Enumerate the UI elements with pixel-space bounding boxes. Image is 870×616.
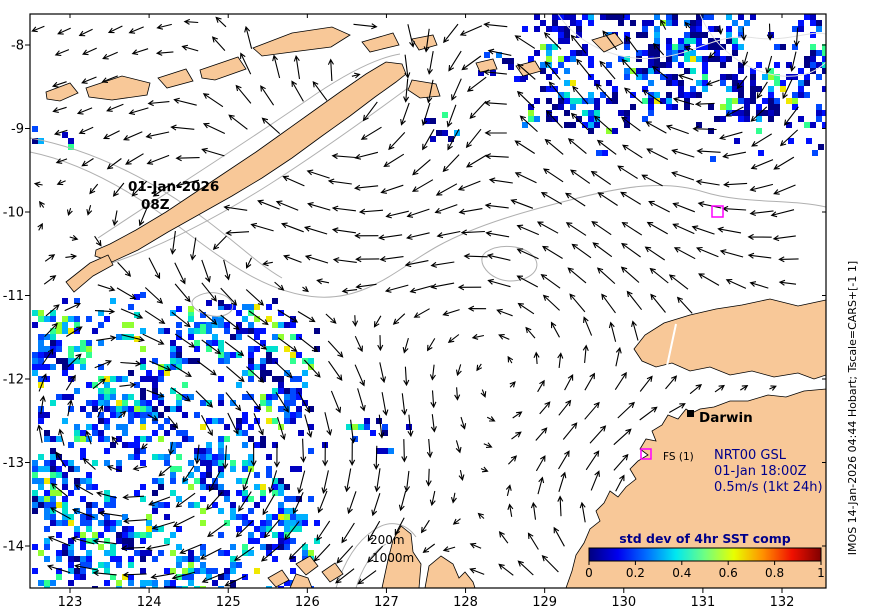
land-polygon	[267, 569, 290, 588]
bathymetry-contour	[699, 13, 827, 77]
land-polygon	[411, 34, 438, 51]
colorbar-tick-label: 0.8	[765, 566, 784, 580]
land-polygon	[157, 68, 194, 89]
model-info-line2: 01-Jan 18:00Z	[714, 464, 807, 479]
x-tick-label: 128	[453, 595, 478, 610]
x-tick-label: 125	[216, 595, 241, 610]
darwin-label: Darwin	[699, 410, 753, 426]
land-polygon	[321, 562, 344, 583]
bathymetry-contour	[191, 292, 234, 317]
x-tick-label: 123	[58, 595, 83, 610]
colorbar: std dev of 4hr SST comp 0 0.2 0.4 0.6 0.8 1	[585, 531, 825, 580]
land-polygon	[252, 26, 351, 57]
bathymetry-contour	[95, 87, 409, 269]
colorbar-tick-label: 1	[817, 566, 825, 580]
land-polygon	[361, 32, 400, 53]
plot-border	[29, 13, 827, 589]
tiwi-strait	[666, 323, 677, 367]
timestamp-line1: 01-Jan-2026	[128, 179, 219, 195]
x-tick-label: 126	[295, 595, 320, 610]
current-vectors	[31, 16, 800, 587]
land-polygon	[94, 61, 407, 263]
land-polygon	[295, 555, 319, 576]
side-caption: IMOS 14-Jan-2026 04:44 Hobart; Tscale=CA…	[846, 261, 859, 555]
land-polygon	[381, 525, 422, 589]
y-tick-label: -11	[3, 289, 24, 304]
bathymetry-contour	[557, 13, 827, 60]
bathymetry-contours	[29, 13, 827, 589]
land-polygon	[633, 298, 827, 380]
colorbar-title: std dev of 4hr SST comp	[619, 531, 790, 546]
land-polygon	[515, 60, 542, 77]
x-tick-label: 127	[374, 595, 399, 610]
y-tick-label: -12	[3, 373, 24, 388]
land-polygon	[85, 75, 151, 101]
x-tick-label: 130	[611, 595, 636, 610]
land-polygon	[45, 82, 79, 102]
fs-station-label: FS (1)	[663, 451, 694, 463]
y-tick-label: -9	[11, 122, 24, 137]
model-info-line3: 0.5m/s (1kt 24h)	[714, 480, 823, 495]
depth-label-1000m: 1000m	[372, 551, 414, 565]
map-annotations: 01-Jan-2026 08Z Darwin FS (1) NRT00 GSL …	[128, 179, 823, 565]
bathymetry-contour	[97, 53, 401, 239]
colorbar-gradient	[588, 547, 822, 562]
timestamp-line2: 08Z	[141, 197, 170, 213]
land-polygon	[407, 79, 441, 99]
station-markers	[640, 205, 724, 460]
x-tick-label: 132	[770, 595, 795, 610]
model-info-line1: NRT00 GSL	[714, 448, 787, 463]
colorbar-tick-label: 0.4	[672, 566, 691, 580]
darwin-marker	[687, 410, 694, 417]
land-polygon	[199, 56, 247, 81]
y-tick-label: -14	[3, 540, 24, 555]
colorbar-tick-label: 0.2	[626, 566, 645, 580]
colorbar-tick-label: 0	[585, 566, 593, 580]
x-tick-label: 131	[690, 595, 715, 610]
bathymetry-contour	[481, 245, 538, 282]
sst-stddev-pixels	[32, 14, 826, 588]
mooring-marker-offshore	[711, 205, 724, 218]
land-polygon	[424, 555, 476, 589]
y-tick-label: -13	[3, 456, 24, 471]
land-polygon	[565, 388, 827, 589]
land-polygon	[289, 573, 313, 589]
colorbar-tick-label: 0.6	[719, 566, 738, 580]
land-polygon	[475, 58, 498, 73]
x-tick-label: 129	[532, 595, 557, 610]
y-tick-label: -10	[3, 206, 24, 221]
mooring-marker-fs	[640, 448, 652, 460]
x-tick-label: 124	[137, 595, 162, 610]
land-polygon	[591, 32, 624, 53]
y-tick-label: -8	[11, 39, 24, 54]
colorbar-tick-labels: 0 0.2 0.4 0.6 0.8 1	[585, 561, 825, 580]
depth-label-200m: 200m	[370, 533, 405, 547]
land-polygon	[65, 254, 114, 293]
y-axis: -8 -9 -10 -11 -12 -13 -14	[3, 39, 826, 555]
x-axis: 123 124 125 126 127 128 129 130 131 132	[58, 14, 795, 610]
